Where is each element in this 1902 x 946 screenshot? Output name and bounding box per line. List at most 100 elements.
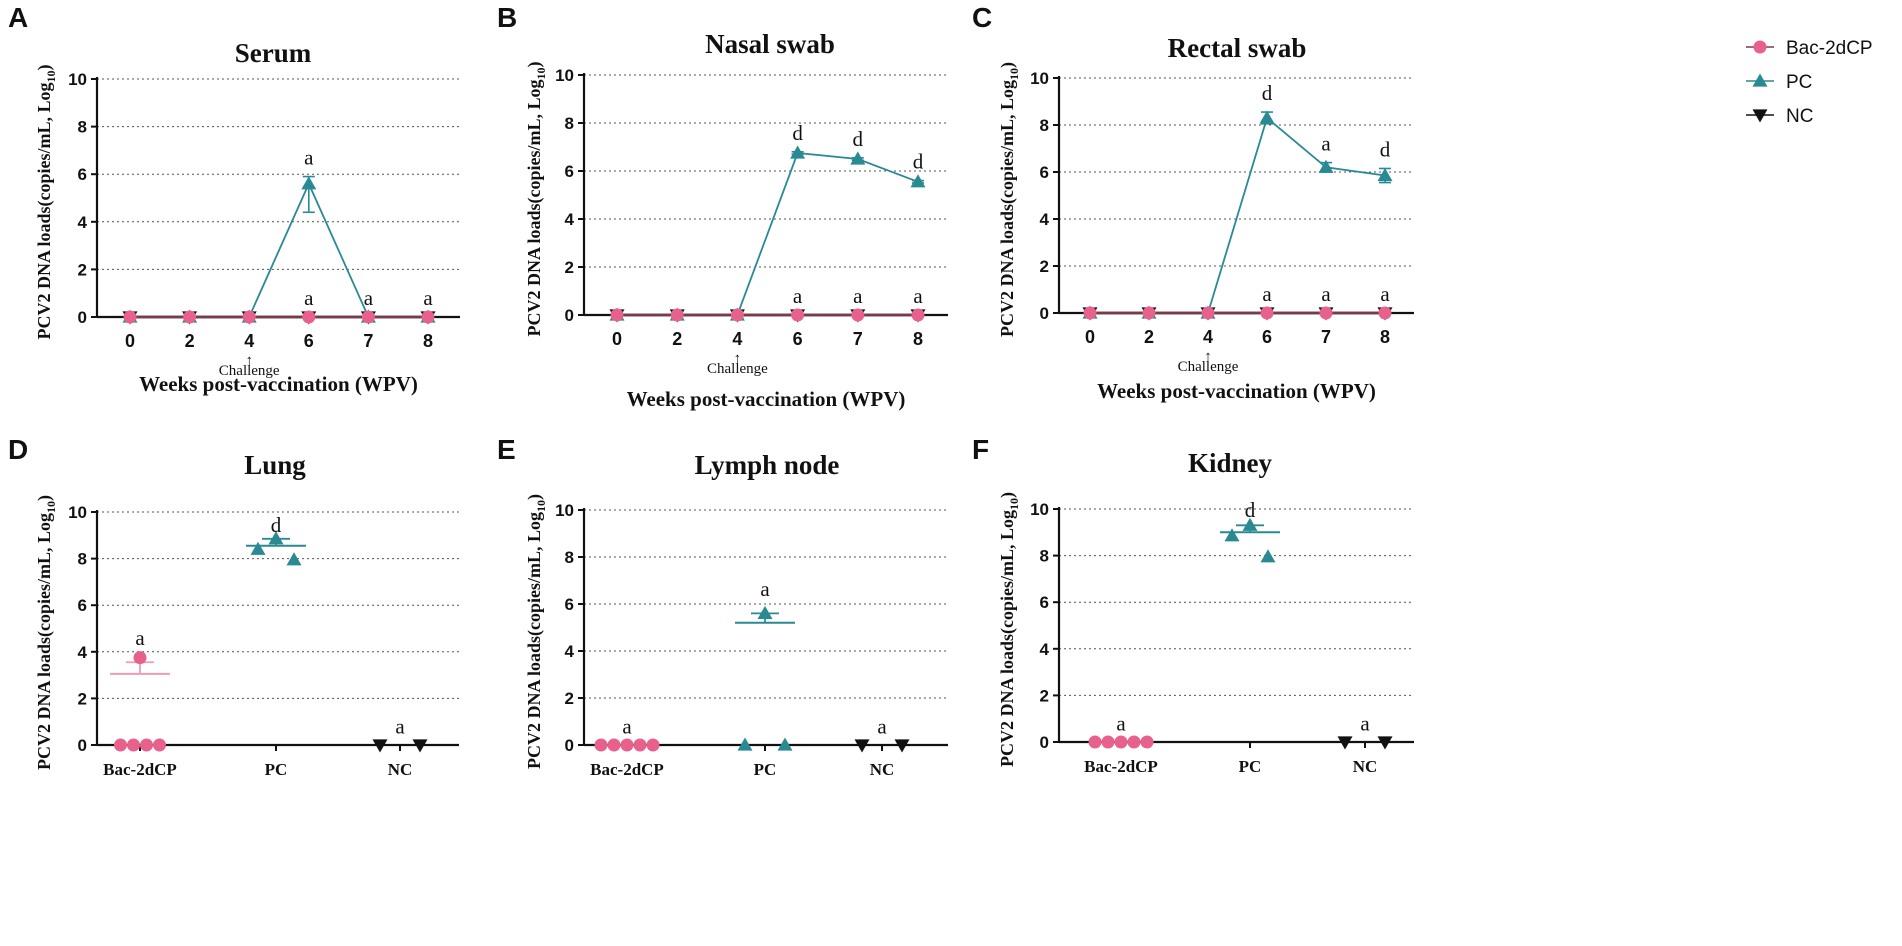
chart-title: Serum: [235, 38, 312, 68]
x-tick-label: 4: [244, 331, 254, 351]
data-point-bac-2dcp: [633, 738, 647, 752]
x-axis-label: Weeks post-vaccination (WPV): [139, 372, 418, 396]
data-point-bac-2dcp: [646, 738, 660, 752]
x-tick-label: 4: [1203, 327, 1213, 347]
significance-letter: a: [395, 714, 405, 738]
data-point-bac-2dcp: [127, 738, 140, 752]
legend: Bac-2dCP PC NC: [1746, 38, 1873, 127]
data-point-bac-2dcp: [1088, 735, 1102, 749]
x-tick-label: Bac-2dCP: [103, 760, 177, 779]
y-tick-label: 0: [1040, 304, 1049, 323]
x-tick-label: 0: [1085, 327, 1095, 347]
significance-letter: a: [423, 286, 433, 310]
data-point-pc: [757, 605, 773, 620]
significance-letter: a: [622, 714, 632, 738]
data-point-bac-2dcp: [1114, 735, 1128, 749]
significance-letter: d: [1262, 81, 1273, 105]
y-tick-label: 4: [1040, 640, 1050, 659]
data-point-bac-2dcp: [1319, 306, 1333, 320]
data-point-bac-2dcp: [670, 308, 684, 322]
data-point-bac-2dcp: [1201, 306, 1215, 320]
data-point-bac-2dcp: [114, 738, 127, 752]
y-tick-label: 2: [78, 689, 87, 708]
y-axis-label: PCV2 DNA loads(copies/mL, Log10): [524, 494, 548, 769]
data-point-bac-2dcp: [791, 308, 805, 322]
y-tick-label: 0: [565, 736, 574, 755]
x-tick-label: 6: [793, 329, 803, 349]
y-tick-label: 0: [78, 308, 87, 327]
significance-letter: a: [760, 577, 770, 601]
significance-letter: d: [792, 121, 803, 145]
significance-letter: d: [853, 127, 864, 151]
data-point-bac-2dcp: [140, 738, 153, 752]
significance-letter: a: [304, 146, 314, 170]
data-point-pc: [1260, 549, 1276, 563]
y-tick-label: 0: [1040, 733, 1049, 752]
y-tick-label: 2: [565, 258, 574, 277]
data-point-bac-2dcp: [242, 310, 256, 324]
data-point-bac-2dcp: [302, 310, 316, 324]
chart-title: Nasal swab: [705, 29, 835, 59]
legend-label: NC: [1786, 106, 1813, 127]
panel-c: C Rectal swab 0 2 4 6 8 10 PCV2 DNA loads(copies…: [972, 2, 1414, 403]
significance-letter: a: [853, 284, 863, 308]
y-tick-label: 2: [565, 689, 574, 708]
data-point-bac-2dcp: [730, 308, 744, 322]
x-tick-label: NC: [388, 760, 413, 779]
panel-b: B Nasal swab 0 2 4 6 8 10 PCV2 DNA loads(copies/…: [497, 2, 948, 411]
y-tick-label: 4: [1040, 210, 1050, 229]
data-point-pc: [286, 552, 302, 566]
data-point-bac-2dcp: [594, 738, 608, 752]
significance-letter: d: [1380, 137, 1391, 161]
x-tick-label: 6: [1262, 327, 1272, 347]
data-point-nc: [372, 739, 388, 753]
x-tick-label: 7: [1321, 327, 1331, 347]
data-point-pc: [301, 176, 317, 190]
y-tick-label: 4: [565, 210, 575, 229]
challenge-label: Challenge: [1178, 359, 1239, 375]
data-point-bac-2dcp: [133, 651, 147, 665]
x-tick-label: PC: [1239, 757, 1262, 776]
significance-letter: a: [1380, 282, 1390, 306]
y-tick-label: 2: [78, 260, 87, 279]
series-line-pc: [617, 152, 919, 316]
x-tick-label: Bac-2dCP: [590, 760, 664, 779]
y-tick-label: 10: [1030, 69, 1049, 88]
significance-letter: a: [364, 286, 374, 310]
y-tick-label: 8: [1040, 547, 1049, 566]
significance-letter: a: [1116, 711, 1126, 735]
data-point-pc: [737, 737, 753, 751]
y-axis-label: PCV2 DNA loads(copies/mL, Log10): [997, 492, 1021, 767]
data-point-bac-2dcp: [610, 308, 624, 322]
x-tick-label: 2: [672, 329, 682, 349]
y-tick-label: 10: [68, 503, 87, 522]
data-point-nc: [854, 739, 870, 753]
y-tick-label: 6: [565, 595, 574, 614]
data-point-bac-2dcp: [123, 310, 137, 324]
y-tick-label: 10: [555, 501, 574, 520]
chart-title: Rectal swab: [1168, 33, 1307, 63]
y-tick-label: 6: [1040, 163, 1049, 182]
chart-title: Lymph node: [695, 450, 840, 480]
x-tick-label: NC: [1353, 757, 1378, 776]
data-point-pc: [777, 737, 793, 751]
x-tick-label: 0: [612, 329, 622, 349]
legend-label: PC: [1786, 72, 1812, 93]
x-axis-label: Weeks post-vaccination (WPV): [1097, 379, 1376, 403]
y-axis-label: PCV2 DNA loads(copies/mL, Log10): [34, 495, 58, 770]
data-point-nc: [1377, 736, 1393, 750]
x-tick-label: 8: [913, 329, 923, 349]
data-point-bac-2dcp: [183, 310, 197, 324]
challenge-label: Challenge: [707, 361, 768, 377]
significance-letter: a: [1360, 711, 1370, 735]
panel-label: A: [8, 2, 28, 33]
y-tick-label: 0: [565, 306, 574, 325]
y-tick-label: 2: [1040, 686, 1049, 705]
y-axis-label: PCV2 DNA loads(copies/mL, Log10): [997, 62, 1021, 337]
challenge-arrow: ↑: [245, 353, 253, 369]
data-point-bac-2dcp: [1140, 735, 1154, 749]
y-tick-label: 6: [1040, 593, 1049, 612]
significance-letter: a: [1262, 282, 1272, 306]
x-tick-label: NC: [870, 760, 895, 779]
